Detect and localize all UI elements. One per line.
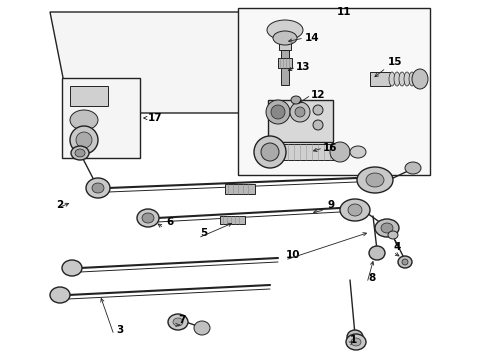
Ellipse shape <box>271 105 285 119</box>
Text: 2: 2 <box>56 200 63 210</box>
Ellipse shape <box>261 143 279 161</box>
Bar <box>225 184 255 194</box>
Ellipse shape <box>389 72 395 86</box>
Ellipse shape <box>402 259 408 265</box>
Polygon shape <box>50 12 296 113</box>
Text: 16: 16 <box>323 143 338 153</box>
Ellipse shape <box>357 167 393 193</box>
Ellipse shape <box>414 72 420 86</box>
Ellipse shape <box>366 173 384 187</box>
Ellipse shape <box>75 149 85 157</box>
Ellipse shape <box>291 96 301 104</box>
Ellipse shape <box>313 105 323 115</box>
Bar <box>278 58 292 68</box>
Bar <box>370 72 390 86</box>
Text: 17: 17 <box>148 113 163 123</box>
Ellipse shape <box>267 20 303 40</box>
Ellipse shape <box>330 142 350 162</box>
Ellipse shape <box>71 146 89 160</box>
Bar <box>268 100 333 142</box>
Bar <box>62 78 140 158</box>
Text: 5: 5 <box>200 228 207 238</box>
Text: 12: 12 <box>311 90 325 100</box>
Ellipse shape <box>92 183 104 193</box>
Ellipse shape <box>347 330 363 344</box>
Text: 8: 8 <box>368 273 375 283</box>
Ellipse shape <box>62 260 82 276</box>
Ellipse shape <box>340 199 370 221</box>
Text: 13: 13 <box>296 62 311 72</box>
Ellipse shape <box>394 72 400 86</box>
Text: 6: 6 <box>166 217 173 227</box>
Ellipse shape <box>168 314 188 330</box>
Ellipse shape <box>254 136 286 168</box>
Bar <box>70 86 108 106</box>
Ellipse shape <box>266 100 290 124</box>
Ellipse shape <box>290 102 310 122</box>
Text: 10: 10 <box>286 250 300 260</box>
Ellipse shape <box>173 318 183 326</box>
Text: 3: 3 <box>116 325 123 335</box>
Bar <box>220 216 245 224</box>
Ellipse shape <box>404 72 410 86</box>
Ellipse shape <box>142 213 154 223</box>
Ellipse shape <box>313 120 323 130</box>
Ellipse shape <box>388 231 398 239</box>
Ellipse shape <box>351 338 361 346</box>
Ellipse shape <box>369 246 385 260</box>
Ellipse shape <box>194 321 210 335</box>
Bar <box>279 38 291 50</box>
Ellipse shape <box>398 256 412 268</box>
Bar <box>281 50 289 85</box>
Ellipse shape <box>70 126 98 154</box>
Text: 1: 1 <box>350 335 357 345</box>
Ellipse shape <box>70 110 98 130</box>
Ellipse shape <box>348 204 362 216</box>
Ellipse shape <box>273 31 297 45</box>
Ellipse shape <box>381 223 393 233</box>
Ellipse shape <box>412 69 428 89</box>
Text: 4: 4 <box>394 242 401 252</box>
Ellipse shape <box>137 209 159 227</box>
Ellipse shape <box>76 132 92 148</box>
Text: 15: 15 <box>388 57 402 67</box>
Bar <box>270 144 340 160</box>
Ellipse shape <box>399 72 405 86</box>
Text: 9: 9 <box>328 200 335 210</box>
Ellipse shape <box>375 219 399 237</box>
Bar <box>238 8 430 175</box>
Ellipse shape <box>405 162 421 174</box>
Text: 11: 11 <box>337 7 351 17</box>
Ellipse shape <box>346 334 366 350</box>
Ellipse shape <box>350 146 366 158</box>
Ellipse shape <box>295 107 305 117</box>
Ellipse shape <box>86 178 110 198</box>
Ellipse shape <box>50 287 70 303</box>
Text: 7: 7 <box>178 315 185 325</box>
Ellipse shape <box>409 72 415 86</box>
Text: 14: 14 <box>305 33 319 43</box>
